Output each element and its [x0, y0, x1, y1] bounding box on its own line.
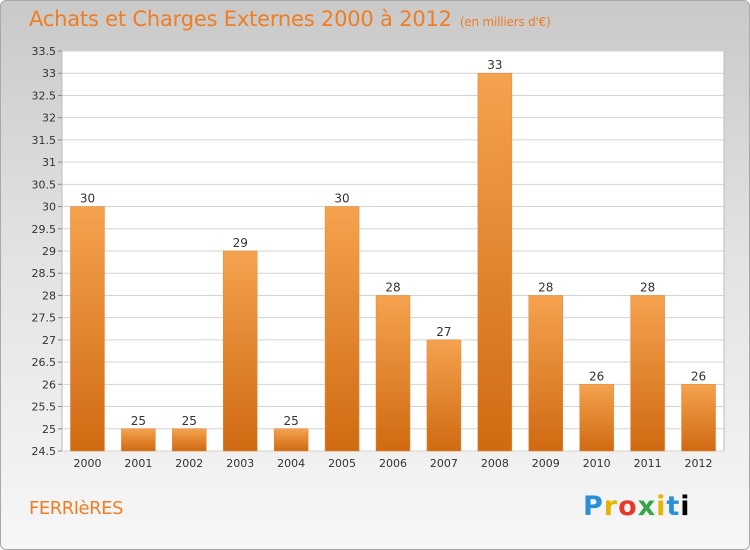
bar-2009 [528, 295, 564, 452]
y-tick-label: 26.5 [32, 356, 57, 369]
y-tick-label: 31.5 [32, 134, 57, 147]
value-label-2010: 26 [589, 369, 604, 383]
logo-letter: r [603, 491, 619, 522]
value-label-2004: 25 [284, 414, 299, 428]
x-tick-label-2004: 2004 [277, 457, 305, 470]
x-tick-label-2003: 2003 [226, 457, 254, 470]
chart-title-text: Achats et Charges Externes 2000 à 2012 [29, 7, 452, 31]
x-tick-label-2008: 2008 [481, 457, 509, 470]
y-tick-label: 25 [42, 423, 56, 436]
value-label-2007: 27 [436, 325, 451, 339]
y-tick-label: 26 [42, 378, 56, 391]
x-axis: 2000 2001 2002 2003 2004 2005 2006 2007 2008 2009… [73, 457, 712, 470]
value-label-2009: 28 [538, 280, 553, 294]
bar-2010 [579, 384, 614, 452]
chart-subtitle: (en milliers d'€) [459, 15, 551, 29]
bar-2008 [477, 72, 513, 452]
logo-letter: o [618, 491, 638, 522]
bar-2005 [324, 206, 360, 452]
x-tick-label-2009: 2009 [532, 457, 560, 470]
x-tick-label-2002: 2002 [175, 457, 203, 470]
y-tick-label: 27.5 [32, 312, 57, 325]
bar-2006 [375, 295, 411, 452]
bar-2003 [222, 250, 258, 452]
y-tick-label: 28.5 [32, 267, 57, 280]
x-tick-label-2006: 2006 [379, 457, 407, 470]
logo-letter: t [666, 491, 681, 522]
bar-2007 [426, 339, 462, 452]
y-tick-label: 32 [42, 112, 56, 125]
bar-2011 [630, 295, 665, 452]
bar-2000 [70, 206, 105, 452]
x-tick-label-2005: 2005 [328, 457, 356, 470]
logo-letter: P [583, 491, 604, 522]
chart-title: Achats et Charges Externes 2000 à 2012 (e… [29, 7, 551, 31]
bar-2001 [121, 428, 156, 452]
value-label-2006: 28 [385, 280, 400, 294]
y-tick-label: 25.5 [32, 401, 57, 414]
value-label-2005: 30 [334, 192, 349, 206]
value-label-2012: 26 [691, 369, 706, 383]
x-tick-label-2007: 2007 [430, 457, 458, 470]
y-axis: 24.5 25 25.5 26 26.5 27 27.5 28 28.5 29 29.5 30 30.5… [32, 45, 62, 458]
y-tick-label: 33 [42, 67, 56, 80]
bar-2002 [172, 428, 207, 452]
y-tick-label: 30 [42, 201, 56, 214]
value-label-2011: 28 [640, 280, 655, 294]
y-tick-label: 33.5 [32, 45, 57, 58]
bars: 30 25 25 29 25 30 28 27 33 28 26 28 26 [70, 58, 716, 452]
proxiti-logo[interactable]: Proxiti [583, 491, 691, 522]
y-tick-label: 27 [42, 334, 56, 347]
logo-letter: i [656, 491, 667, 522]
y-tick-label: 28 [42, 289, 56, 302]
bar-2004 [273, 428, 309, 452]
value-label-2001: 25 [131, 414, 146, 428]
value-label-2000: 30 [80, 192, 95, 206]
y-tick-label: 32.5 [32, 89, 57, 102]
bar-2012 [681, 384, 716, 452]
x-tick-label-2011: 2011 [634, 457, 662, 470]
logo-letter: x [637, 491, 657, 522]
y-tick-label: 24.5 [32, 445, 57, 458]
logo-letter: i [680, 491, 691, 522]
value-label-2008: 33 [487, 58, 502, 72]
x-tick-label-2012: 2012 [685, 457, 713, 470]
y-tick-label: 31 [42, 156, 56, 169]
y-tick-label: 29.5 [32, 223, 57, 236]
value-label-2003: 29 [233, 236, 248, 250]
x-tick-label-2001: 2001 [124, 457, 152, 470]
y-tick-label: 29 [42, 245, 56, 258]
x-tick-label-2010: 2010 [583, 457, 611, 470]
y-tick-label: 30.5 [32, 178, 57, 191]
x-tick-label-2000: 2000 [73, 457, 101, 470]
value-label-2002: 25 [182, 414, 197, 428]
commune-name: FERRIèRES [29, 498, 123, 519]
